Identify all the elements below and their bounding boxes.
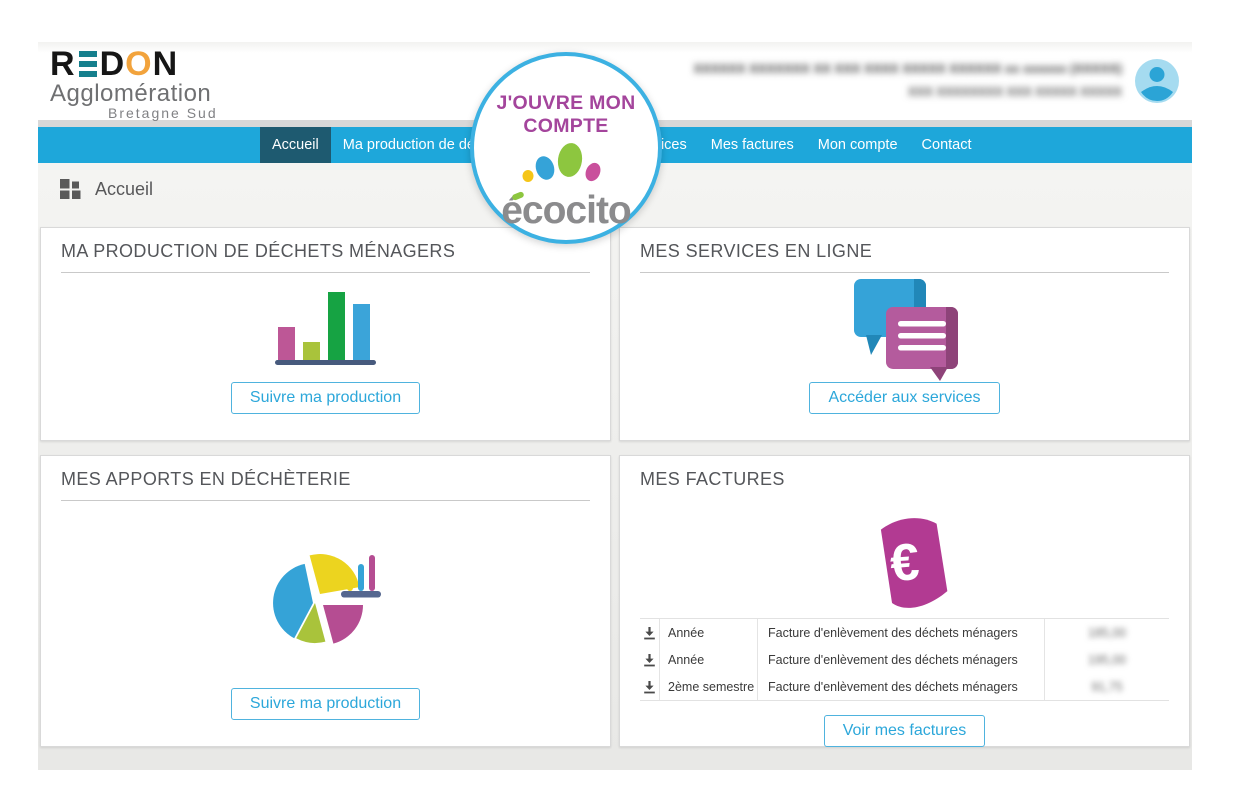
invoice-row: 2ème semestre Facture d'enlèvement des d… [640, 673, 1169, 700]
cards-grid: MA PRODUCTION DE DÉCHETS MÉNAGERS Suivre… [40, 227, 1190, 747]
invoice-amount-obscured: 91,75 [1091, 679, 1123, 694]
invoice-description: Facture d'enlèvement des déchets ménager… [758, 646, 1045, 673]
badge-line2: COMPTE [523, 115, 609, 137]
logo-letter-r: R [50, 44, 76, 83]
badge-line1: J'OUVRE MON [496, 92, 636, 114]
title-rule [640, 272, 1169, 273]
invoice-row: Année Facture d'enlèvement des déchets m… [640, 619, 1169, 646]
logo-agglomeration: Agglomération [50, 79, 212, 107]
card-apports-decheterie: MES APPORTS EN DÉCHÈTERIE [40, 455, 611, 747]
nav-item-mes-factures[interactable]: Mes factures [710, 137, 794, 153]
main-container: R D O N Agglomération Bretagne Sud XXXXX… [38, 42, 1192, 770]
invoice-amount-obscured: 185,00 [1087, 625, 1127, 640]
nav-item-accueil[interactable]: Accueil [260, 127, 331, 163]
nav-item-mon-compte[interactable]: Mon compte [817, 137, 898, 153]
breadcrumb: Accueil [40, 163, 1190, 215]
download-icon[interactable] [640, 646, 660, 673]
suivre-apports-button[interactable]: Suivre ma production [230, 688, 421, 720]
card-title: MA PRODUCTION DE DÉCHETS MÉNAGERS [61, 241, 456, 261]
pie-chart-icon [272, 553, 381, 644]
acceder-services-button[interactable]: Accéder aux services [809, 382, 1000, 414]
logo-letter-d: D [99, 44, 126, 83]
header-user-zone: XXXXXX XXXXXXX XX XXX XXXX XXXXX XXXXXX … [694, 57, 1181, 105]
invoice-description: Facture d'enlèvement des déchets ménager… [758, 673, 1045, 700]
invoice-period: 2ème semestre [660, 673, 758, 700]
dashboard-tiles-icon [60, 178, 81, 199]
invoice-period: Année [660, 646, 758, 673]
card-title: MES SERVICES EN LIGNE [640, 241, 873, 261]
invoice-row: Année Facture d'enlèvement des déchets m… [640, 646, 1169, 673]
user-info-obscured: XXXXXX XXXXXXX XX XXX XXXX XXXXX XXXXXX … [694, 57, 1123, 105]
card-ma-production: MA PRODUCTION DE DÉCHETS MÉNAGERS Suivre… [40, 227, 611, 441]
euro-invoice-icon: € [880, 518, 947, 608]
invoice-description: Facture d'enlèvement des déchets ménager… [758, 619, 1045, 646]
title-rule [61, 272, 590, 273]
user-avatar-icon[interactable] [1134, 58, 1180, 104]
nav-item-contact[interactable]: Contact [921, 137, 972, 153]
download-icon[interactable] [640, 673, 660, 700]
invoice-period: Année [660, 619, 758, 646]
invoice-amount-obscured: 195,00 [1087, 652, 1127, 667]
logo-letter-e-bars [78, 50, 97, 77]
suivre-production-button[interactable]: Suivre ma production [230, 382, 421, 414]
card-mes-factures: MES FACTURES € [619, 455, 1190, 747]
breadcrumb-label: Accueil [95, 178, 154, 199]
user-info-line2: XXX XXXXXXXX XXX XXXXX XXXXX [908, 85, 1122, 100]
logo-bretagne-sud: Bretagne Sud [108, 104, 218, 121]
ecocito-blobs-icon [522, 143, 601, 182]
card-title: MES APPORTS EN DÉCHÈTERIE [61, 469, 351, 489]
card-mes-services: MES SERVICES EN LIGNE [619, 227, 1190, 441]
nav-spacer [38, 127, 260, 163]
title-rule [61, 500, 590, 501]
logo-letter-o: O [125, 44, 153, 83]
logo-wordmark: R D O N [50, 47, 218, 81]
ecocito-account-badge[interactable]: J'OUVRE MON COMPTE écocito [470, 52, 662, 244]
card-title: MES FACTURES [640, 469, 785, 489]
chat-bubbles-icon [853, 278, 958, 381]
bar-chart-icon [275, 291, 376, 365]
download-icon[interactable] [640, 619, 660, 646]
content-area: Accueil MA PRODUCTION DE DÉCHETS MÉNAGER… [38, 163, 1192, 770]
logo-letter-n: N [152, 44, 179, 83]
svg-text:€: € [888, 533, 921, 593]
redon-logo: R D O N Agglomération Bretagne Sud [50, 43, 218, 120]
user-info-line1: XXXXXX XXXXXXX XX XXX XXXX XXXXX XXXXXX … [693, 60, 1123, 76]
invoices-table: Année Facture d'enlèvement des déchets m… [640, 618, 1169, 701]
voir-factures-button[interactable]: Voir mes factures [823, 715, 986, 747]
ecocito-wordmark: écocito [501, 189, 632, 232]
